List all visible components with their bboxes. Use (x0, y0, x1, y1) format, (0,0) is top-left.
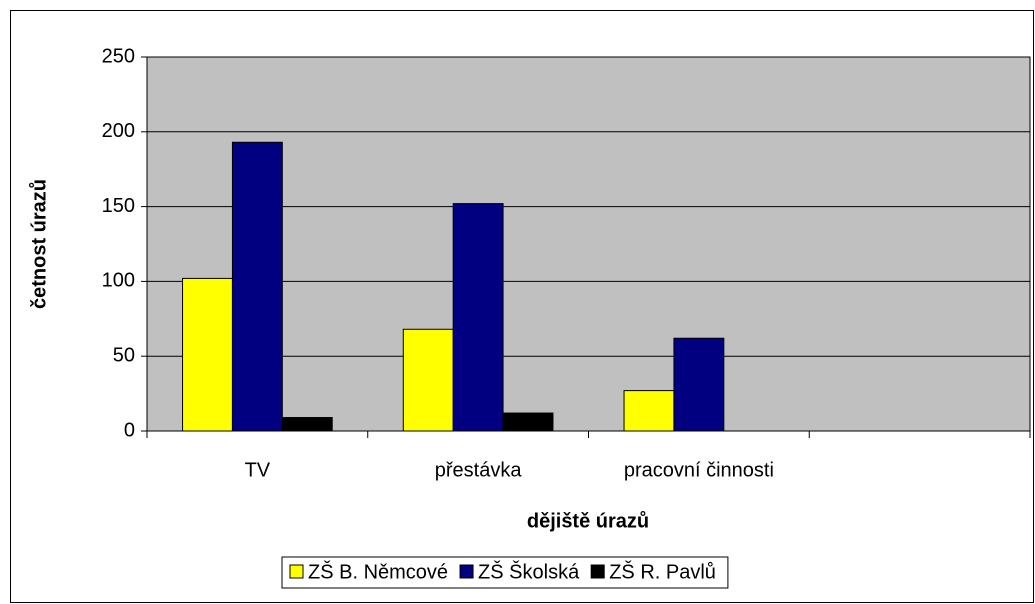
x-tick-label: TV (245, 459, 271, 481)
legend-label: ZŠ Školská (478, 560, 580, 583)
bar (182, 277, 233, 432)
y-tick-label: 150 (102, 195, 135, 217)
x-axis-title: dějiště úrazů (527, 510, 649, 532)
y-tick-label: 0 (124, 419, 135, 441)
bar (623, 390, 675, 432)
bar (673, 337, 725, 432)
bar (402, 328, 454, 432)
y-tick-label: 200 (102, 120, 135, 142)
y-tick-label: 100 (102, 270, 135, 292)
legend-swatch (459, 564, 474, 579)
legend-swatch (289, 564, 304, 579)
plot-area (146, 56, 1031, 432)
legend-swatch (590, 564, 605, 579)
x-tick-label: přestávka (435, 459, 523, 481)
bar (502, 412, 554, 432)
legend-label: ZŠ B. Němcové (308, 560, 448, 583)
bar (452, 203, 504, 432)
legend: ZŠ B. Němcové ZŠ Školská ZŠ R. Pavlů (281, 556, 729, 589)
y-tick-label: 250 (102, 45, 135, 67)
bar (281, 417, 333, 432)
x-tick-label: pracovní činnosti (624, 459, 774, 481)
y-axis-title: četnost úrazů (28, 179, 50, 309)
legend-box (281, 556, 729, 589)
legend-label: ZŠ R. Pavlů (609, 560, 716, 583)
y-tick-label: 50 (113, 344, 135, 366)
bar (231, 141, 283, 432)
